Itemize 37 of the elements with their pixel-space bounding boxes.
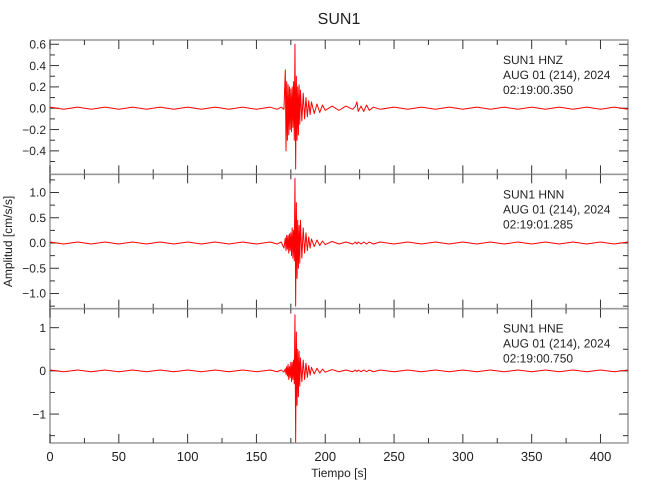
annotation: SUN1 HNN	[503, 187, 564, 202]
annotation: 02:19:00.350	[503, 83, 574, 97]
annotation: SUN1 HNE	[503, 322, 564, 336]
line-series	[50, 178, 628, 307]
y-tick-label: 0.4	[29, 58, 46, 73]
y-tick-label: −0.2	[22, 122, 46, 137]
line-series	[50, 44, 628, 170]
annotation: AUG 01 (214), 2024	[503, 68, 611, 82]
x-tick-label: 100	[176, 449, 198, 464]
x-tick-label: 400	[590, 449, 612, 464]
annotation: AUG 01 (214), 2024	[503, 336, 611, 351]
y-axis-title: Amplitud [cm/s/s]	[1, 196, 15, 288]
annotation: SUN1 HNZ	[503, 53, 564, 67]
annotation: 02:19:00.750	[503, 352, 574, 366]
x-tick-label: 50	[112, 449, 126, 464]
y-tick-label: 0.2	[29, 80, 46, 94]
x-tick-label: 150	[246, 449, 268, 464]
y-tick-label: 1	[39, 320, 46, 335]
y-tick-label: −0.5	[22, 261, 46, 276]
x-tick-label: 200	[314, 449, 336, 464]
x-tick-label: 250	[383, 449, 405, 464]
annotation: AUG 01 (214), 2024	[503, 202, 611, 216]
annotation: 02:19:01.285	[503, 217, 574, 232]
y-tick-label: 0.0	[29, 236, 46, 250]
x-tick-label: 300	[452, 449, 474, 464]
x-tick-label: 350	[520, 449, 543, 464]
y-tick-label: −1.0	[22, 286, 46, 301]
y-tick-label: 0.5	[29, 210, 46, 225]
y-tick-label: 0.0	[29, 101, 46, 116]
y-tick-label: −1	[32, 407, 46, 422]
y-tick-label: 0	[39, 364, 46, 378]
y-tick-label: −0.4	[22, 144, 46, 158]
line-series	[50, 314, 628, 443]
chart-title: SUN1	[318, 11, 360, 28]
x-axis-title: Tiempo [s]	[311, 466, 367, 480]
y-tick-label: 0.6	[29, 37, 46, 52]
y-tick-label: 1.0	[29, 186, 46, 200]
